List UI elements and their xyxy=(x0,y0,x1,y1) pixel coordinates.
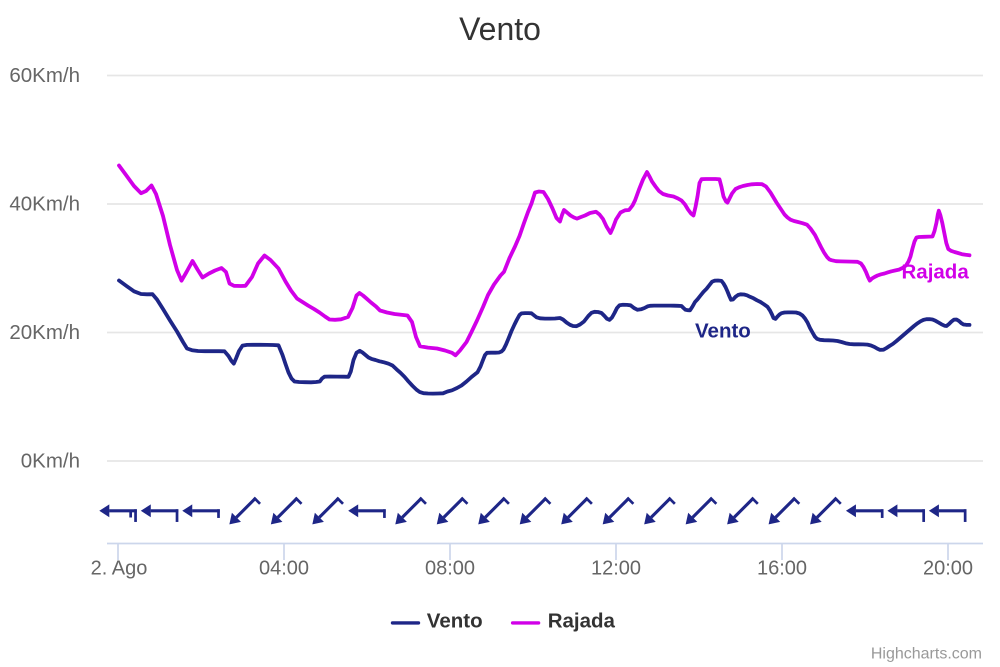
svg-text:Rajada: Rajada xyxy=(902,261,970,284)
svg-text:Vento: Vento xyxy=(695,320,751,343)
svg-text:60Km/h: 60Km/h xyxy=(9,64,80,87)
svg-text:04:00: 04:00 xyxy=(259,558,309,580)
svg-text:Rajada: Rajada xyxy=(548,610,616,633)
svg-text:0Km/h: 0Km/h xyxy=(21,450,80,473)
svg-text:Highcharts.com: Highcharts.com xyxy=(871,646,982,663)
svg-text:08:00: 08:00 xyxy=(425,558,475,580)
svg-text:2. Ago: 2. Ago xyxy=(91,558,148,580)
svg-text:12:00: 12:00 xyxy=(591,558,641,580)
svg-text:16:00: 16:00 xyxy=(757,558,807,580)
svg-text:20:00: 20:00 xyxy=(923,558,973,580)
svg-text:Vento: Vento xyxy=(459,11,541,47)
svg-text:40Km/h: 40Km/h xyxy=(9,193,80,216)
svg-text:Vento: Vento xyxy=(427,610,483,633)
svg-text:20Km/h: 20Km/h xyxy=(9,321,80,344)
